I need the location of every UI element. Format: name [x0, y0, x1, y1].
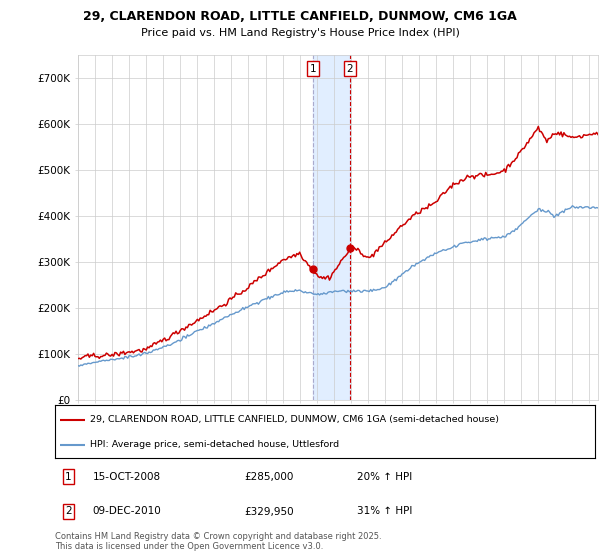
Text: Contains HM Land Registry data © Crown copyright and database right 2025.
This d: Contains HM Land Registry data © Crown c… — [55, 532, 382, 552]
Text: 1: 1 — [310, 64, 316, 74]
Text: 09-DEC-2010: 09-DEC-2010 — [93, 506, 161, 516]
Text: 31% ↑ HPI: 31% ↑ HPI — [358, 506, 413, 516]
Text: 29, CLARENDON ROAD, LITTLE CANFIELD, DUNMOW, CM6 1GA: 29, CLARENDON ROAD, LITTLE CANFIELD, DUN… — [83, 10, 517, 23]
Bar — [313, 55, 350, 400]
Text: £329,950: £329,950 — [244, 506, 293, 516]
Text: 29, CLARENDON ROAD, LITTLE CANFIELD, DUNMOW, CM6 1GA (semi-detached house): 29, CLARENDON ROAD, LITTLE CANFIELD, DUN… — [90, 416, 499, 424]
Text: 2: 2 — [346, 64, 353, 74]
Text: 1: 1 — [65, 472, 72, 482]
Text: Price paid vs. HM Land Registry's House Price Index (HPI): Price paid vs. HM Land Registry's House … — [140, 28, 460, 38]
Text: 15-OCT-2008: 15-OCT-2008 — [93, 472, 161, 482]
Text: £285,000: £285,000 — [244, 472, 293, 482]
Text: 20% ↑ HPI: 20% ↑ HPI — [358, 472, 413, 482]
Text: HPI: Average price, semi-detached house, Uttlesford: HPI: Average price, semi-detached house,… — [90, 440, 339, 449]
Text: 2: 2 — [65, 506, 72, 516]
